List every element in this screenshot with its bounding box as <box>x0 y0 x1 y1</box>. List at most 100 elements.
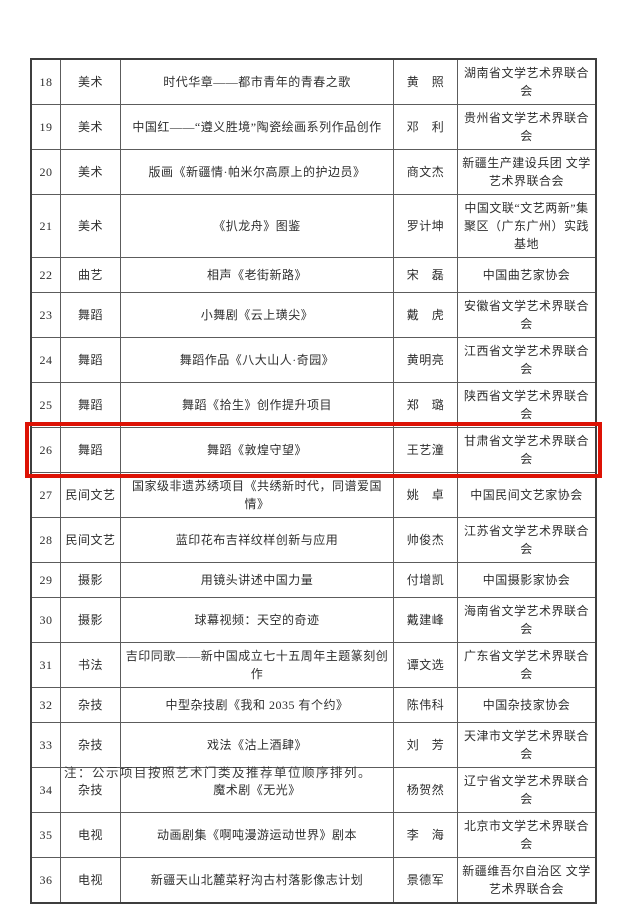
cell-category: 美术 <box>60 150 120 194</box>
cell-category: 杂技 <box>60 723 120 767</box>
cell-org: 中国杂技家协会 <box>457 688 595 722</box>
cell-name: 郑 璐 <box>393 383 457 427</box>
cell-number: 25 <box>39 398 53 412</box>
cell-org: 新疆维吾尔自治区 文学艺术界联合会 <box>457 858 595 902</box>
table-row: 27 民间文艺 国家级非遗苏绣项目《共绣新时代，同谱爱国情》 姚 卓 中国民间文… <box>32 472 595 517</box>
cell-category: 美术 <box>60 60 120 104</box>
cell-category: 曲艺 <box>60 258 120 292</box>
cell-org: 贵州省文学艺术界联合会 <box>457 105 595 149</box>
cell-category: 杂技 <box>60 768 120 812</box>
cell-number: 35 <box>39 828 53 842</box>
cell-title: 相声《老街新路》 <box>120 258 393 292</box>
cell-org: 江西省文学艺术界联合会 <box>457 338 595 382</box>
cell-name: 商文杰 <box>393 150 457 194</box>
cell-name: 黄 照 <box>393 60 457 104</box>
cell-name: 罗计坤 <box>393 195 457 257</box>
cell-name: 陈伟科 <box>393 688 457 722</box>
cell-number: 33 <box>39 738 53 752</box>
cell-name: 帅俊杰 <box>393 518 457 562</box>
cell-title: 动画剧集《啊吨漫游运动世界》剧本 <box>120 813 393 857</box>
footnote: 注：公示项目按照艺术门类及推荐单位顺序排列。 <box>64 766 373 780</box>
table-row: 21 美术 《扒龙舟》图鉴 罗计坤 中国文联“文艺两新”集聚区（广东广州）实践基… <box>32 194 595 257</box>
cell-category: 电视 <box>60 813 120 857</box>
cell-title: 蓝印花布吉祥纹样创新与应用 <box>120 518 393 562</box>
cell-name: 邓 利 <box>393 105 457 149</box>
cell-number: 30 <box>39 613 53 627</box>
cell-number: 27 <box>39 488 53 502</box>
cell-title: 舞蹈《拾生》创作提升项目 <box>120 383 393 427</box>
table-row: 30 摄影 球幕视频：天空的奇迹 戴建峰 海南省文学艺术界联合会 <box>32 597 595 642</box>
table-row: 18 美术 时代华章——都市青年的青春之歌 黄 照 湖南省文学艺术界联合会 <box>32 60 595 104</box>
cell-title: 小舞剧《云上璜尖》 <box>120 293 393 337</box>
cell-number: 29 <box>39 573 53 587</box>
cell-name: 黄明亮 <box>393 338 457 382</box>
cell-org: 中国曲艺家协会 <box>457 258 595 292</box>
table-row: 35 电视 动画剧集《啊吨漫游运动世界》剧本 李 海 北京市文学艺术界联合会 <box>32 812 595 857</box>
cell-category: 舞蹈 <box>60 428 120 472</box>
cell-category: 舞蹈 <box>60 383 120 427</box>
table-row: 28 民间文艺 蓝印花布吉祥纹样创新与应用 帅俊杰 江苏省文学艺术界联合会 <box>32 517 595 562</box>
cell-number: 31 <box>39 658 53 672</box>
cell-category: 民间文艺 <box>60 473 120 517</box>
cell-title: 新疆天山北麓菜籽沟古村落影像志计划 <box>120 858 393 902</box>
document-page: 18 美术 时代华章——都市青年的青春之歌 黄 照 湖南省文学艺术界联合会 19… <box>25 58 602 904</box>
cell-name: 景德军 <box>393 858 457 902</box>
cell-category: 摄影 <box>60 598 120 642</box>
cell-title: 中国红——“遵义胜境”陶瓷绘画系列作品创作 <box>120 105 393 149</box>
cell-number: 22 <box>39 268 53 282</box>
cell-name: 姚 卓 <box>393 473 457 517</box>
cell-number: 21 <box>39 219 53 233</box>
cell-number: 32 <box>39 698 53 712</box>
cell-category: 美术 <box>60 105 120 149</box>
cell-title: 中型杂技剧《我和 2035 有个约》 <box>120 688 393 722</box>
cell-number: 19 <box>39 120 53 134</box>
cell-number: 36 <box>39 873 53 887</box>
cell-org: 新疆生产建设兵团 文学艺术界联合会 <box>457 150 595 194</box>
table-row: 31 书法 吉印同歌——新中国成立七十五周年主题篆刻创作 谭文选 广东省文学艺术… <box>32 642 595 687</box>
cell-title: 舞蹈《敦煌守望》 <box>120 428 393 472</box>
cell-category: 美术 <box>60 195 120 257</box>
cell-category: 电视 <box>60 858 120 902</box>
cell-name: 王艺潼 <box>393 428 457 472</box>
cell-category: 杂技 <box>60 688 120 722</box>
table-row: 20 美术 版画《新疆情·帕米尔高原上的护边员》 商文杰 新疆生产建设兵团 文学… <box>32 149 595 194</box>
cell-number: 34 <box>39 783 53 797</box>
cell-name: 宋 磊 <box>393 258 457 292</box>
table-row: 24 舞蹈 舞蹈作品《八大山人·奇园》 黄明亮 江西省文学艺术界联合会 <box>32 337 595 382</box>
cell-org: 辽宁省文学艺术界联合会 <box>457 768 595 812</box>
table-row: 23 舞蹈 小舞剧《云上璜尖》 戴 虎 安徽省文学艺术界联合会 <box>32 292 595 337</box>
table-row: 33 杂技 戏法《沽上酒肆》 刘 芳 天津市文学艺术界联合会 <box>32 722 595 767</box>
table-row: 22 曲艺 相声《老街新路》 宋 磊 中国曲艺家协会 <box>32 257 595 292</box>
cell-title: 魔术剧《无光》 <box>120 768 393 812</box>
cell-org: 安徽省文学艺术界联合会 <box>457 293 595 337</box>
projects-table: 18 美术 时代华章——都市青年的青春之歌 黄 照 湖南省文学艺术界联合会 19… <box>25 58 602 904</box>
cell-org: 北京市文学艺术界联合会 <box>457 813 595 857</box>
table-row: 25 舞蹈 舞蹈《拾生》创作提升项目 郑 璐 陕西省文学艺术界联合会 <box>32 382 595 427</box>
cell-title: 用镜头讲述中国力量 <box>120 563 393 597</box>
cell-org: 陕西省文学艺术界联合会 <box>457 383 595 427</box>
cell-title: 吉印同歌——新中国成立七十五周年主题篆刻创作 <box>120 643 393 687</box>
cell-org: 江苏省文学艺术界联合会 <box>457 518 595 562</box>
cell-name: 戴 虎 <box>393 293 457 337</box>
cell-category: 舞蹈 <box>60 293 120 337</box>
cell-title: 版画《新疆情·帕米尔高原上的护边员》 <box>120 150 393 194</box>
cell-org: 甘肃省文学艺术界联合会 <box>457 428 595 472</box>
cell-name: 李 海 <box>393 813 457 857</box>
cell-category: 舞蹈 <box>60 338 120 382</box>
cell-org: 广东省文学艺术界联合会 <box>457 643 595 687</box>
cell-org: 中国摄影家协会 <box>457 563 595 597</box>
cell-title: 《扒龙舟》图鉴 <box>120 195 393 257</box>
cell-title: 国家级非遗苏绣项目《共绣新时代，同谱爱国情》 <box>120 473 393 517</box>
table-row: 34 杂技 魔术剧《无光》 杨贺然 辽宁省文学艺术界联合会 <box>32 767 595 812</box>
cell-name: 付增凯 <box>393 563 457 597</box>
cell-org: 中国文联“文艺两新”集聚区（广东广州）实践基地 <box>457 195 595 257</box>
cell-name: 刘 芳 <box>393 723 457 767</box>
cell-number: 26 <box>39 443 53 457</box>
cell-number: 28 <box>39 533 53 547</box>
cell-number: 24 <box>39 353 53 367</box>
table-row: 36 电视 新疆天山北麓菜籽沟古村落影像志计划 景德军 新疆维吾尔自治区 文学艺… <box>32 857 595 902</box>
cell-org: 天津市文学艺术界联合会 <box>457 723 595 767</box>
cell-org: 中国民间文艺家协会 <box>457 473 595 517</box>
cell-category: 民间文艺 <box>60 518 120 562</box>
cell-number: 20 <box>39 165 53 179</box>
